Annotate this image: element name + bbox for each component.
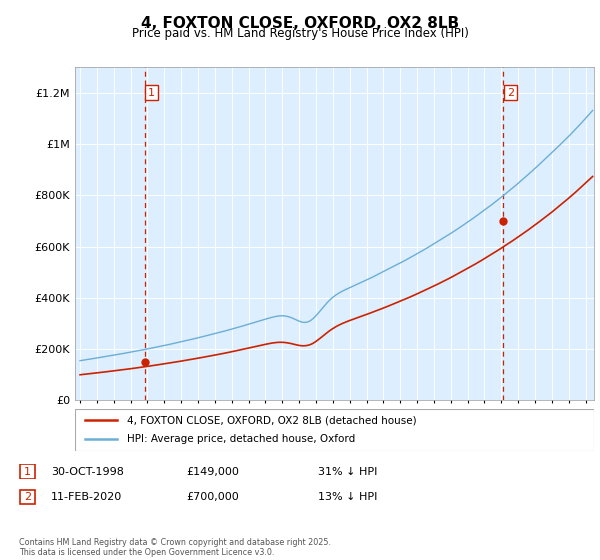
Text: Price paid vs. HM Land Registry's House Price Index (HPI): Price paid vs. HM Land Registry's House … <box>131 27 469 40</box>
Text: 1: 1 <box>24 466 31 477</box>
Text: 4, FOXTON CLOSE, OXFORD, OX2 8LB: 4, FOXTON CLOSE, OXFORD, OX2 8LB <box>141 16 459 31</box>
Text: 31% ↓ HPI: 31% ↓ HPI <box>318 466 377 477</box>
FancyBboxPatch shape <box>20 464 35 479</box>
Text: £149,000: £149,000 <box>186 466 239 477</box>
Text: Contains HM Land Registry data © Crown copyright and database right 2025.
This d: Contains HM Land Registry data © Crown c… <box>19 538 331 557</box>
FancyBboxPatch shape <box>75 409 594 451</box>
Text: 11-FEB-2020: 11-FEB-2020 <box>51 492 122 502</box>
Text: 4, FOXTON CLOSE, OXFORD, OX2 8LB (detached house): 4, FOXTON CLOSE, OXFORD, OX2 8LB (detach… <box>127 415 416 425</box>
Text: 13% ↓ HPI: 13% ↓ HPI <box>318 492 377 502</box>
Text: 2: 2 <box>507 88 514 97</box>
FancyBboxPatch shape <box>20 490 35 505</box>
Text: 1: 1 <box>148 88 155 97</box>
Text: £700,000: £700,000 <box>186 492 239 502</box>
Text: 2: 2 <box>24 492 31 502</box>
Text: 30-OCT-1998: 30-OCT-1998 <box>51 466 124 477</box>
Text: HPI: Average price, detached house, Oxford: HPI: Average price, detached house, Oxfo… <box>127 435 355 445</box>
